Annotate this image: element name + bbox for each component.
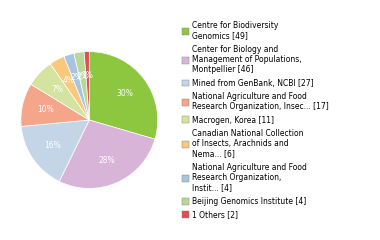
Wedge shape — [84, 52, 89, 120]
Text: 30%: 30% — [116, 89, 133, 98]
Text: 28%: 28% — [99, 156, 116, 165]
Wedge shape — [21, 84, 89, 126]
Text: 2%: 2% — [77, 72, 89, 81]
Text: 4%: 4% — [62, 76, 74, 85]
Text: 10%: 10% — [38, 106, 54, 114]
Wedge shape — [21, 120, 89, 181]
Wedge shape — [64, 53, 89, 120]
Text: 7%: 7% — [51, 85, 63, 94]
Wedge shape — [89, 52, 158, 139]
Text: 1%: 1% — [82, 71, 93, 80]
Wedge shape — [59, 120, 155, 188]
Wedge shape — [31, 64, 89, 120]
Legend: Centre for Biodiversity
Genomics [49], Center for Biology and
Management of Popu: Centre for Biodiversity Genomics [49], C… — [179, 18, 332, 222]
Wedge shape — [51, 56, 89, 120]
Text: 16%: 16% — [44, 141, 61, 150]
Text: 2%: 2% — [70, 73, 82, 82]
Wedge shape — [74, 52, 89, 120]
